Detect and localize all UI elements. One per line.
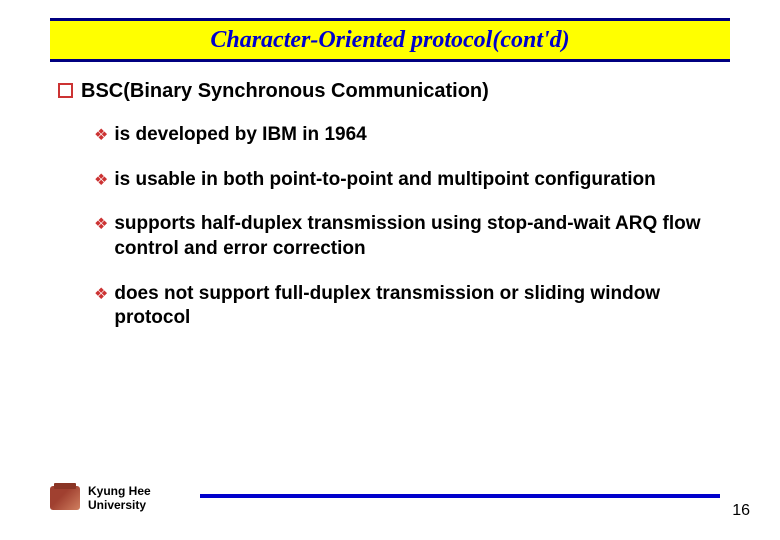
list-item: ❖ supports half-duplex transmission usin…	[94, 212, 722, 261]
bullet-text: supports half-duplex transmission using …	[114, 212, 722, 261]
footer: Kyung Hee University 16	[50, 482, 750, 522]
bullet-text: is usable in both point-to-point and mul…	[114, 168, 655, 193]
diamond-icon: ❖	[94, 170, 108, 190]
university-line2: University	[88, 498, 146, 512]
list-item: ❖ does not support full-duplex transmiss…	[94, 282, 722, 331]
bullet-text: does not support full-duplex transmissio…	[114, 282, 722, 331]
list-item: ❖ is developed by IBM in 1964	[94, 123, 722, 148]
page-number: 16	[732, 502, 750, 520]
heading-row: BSC(Binary Synchronous Communication)	[58, 80, 722, 103]
diamond-icon: ❖	[94, 125, 108, 145]
diamond-icon: ❖	[94, 284, 108, 304]
bullet-list: ❖ is developed by IBM in 1964 ❖ is usabl…	[94, 123, 722, 331]
university-line1: Kyung Hee	[88, 484, 151, 498]
footer-divider	[200, 494, 720, 498]
university-logo-icon	[50, 486, 80, 510]
square-bullet-icon	[58, 83, 73, 98]
bullet-text: is developed by IBM in 1964	[114, 123, 366, 148]
title-bar: Character-Oriented protocol(cont'd)	[50, 18, 730, 62]
heading-text: BSC(Binary Synchronous Communication)	[81, 80, 489, 103]
diamond-icon: ❖	[94, 214, 108, 234]
list-item: ❖ is usable in both point-to-point and m…	[94, 168, 722, 193]
slide-title: Character-Oriented protocol(cont'd)	[210, 27, 569, 54]
content-area: BSC(Binary Synchronous Communication) ❖ …	[58, 80, 722, 351]
university-name: Kyung Hee University	[88, 484, 151, 513]
